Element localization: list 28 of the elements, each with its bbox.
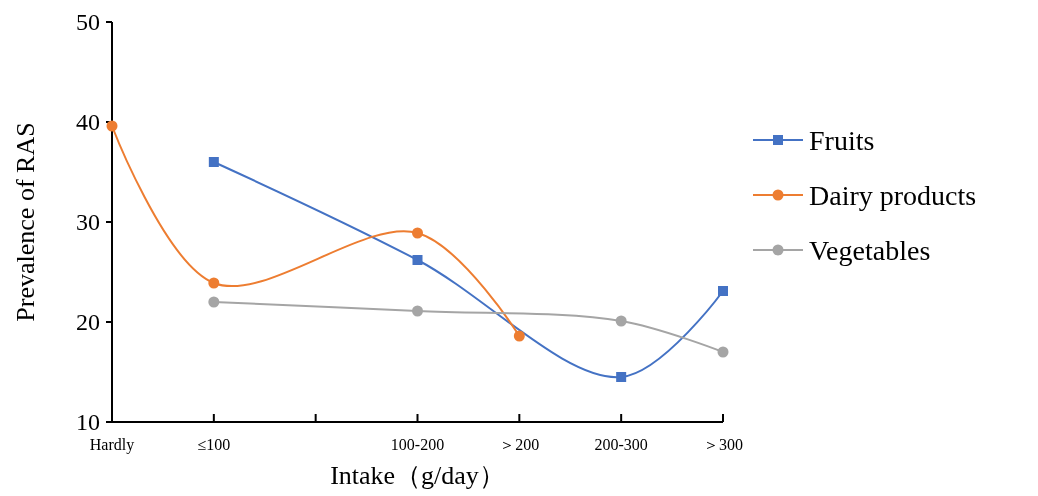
- point: [106, 120, 118, 132]
- point: [208, 296, 220, 308]
- point: [615, 315, 627, 327]
- x-tick-label: 200-300: [594, 436, 648, 453]
- legend-label: Vegetables: [809, 234, 931, 266]
- y-tick-label: 40: [76, 109, 100, 136]
- y-tick-label: 30: [76, 209, 100, 236]
- y-tick-label: 10: [76, 409, 100, 436]
- point: [616, 372, 627, 382]
- point: [412, 227, 423, 239]
- y-tick-label: 20: [76, 309, 100, 336]
- point: [718, 286, 728, 296]
- x-tick-label: ＞200: [499, 436, 540, 453]
- point: [412, 305, 423, 317]
- x-tick-label: ＞300: [703, 436, 743, 453]
- x-tick-label: 100-200: [390, 436, 445, 453]
- point: [412, 255, 423, 265]
- x-tick-label: ≤100: [197, 436, 231, 453]
- x-tick-label: Hardly: [89, 436, 135, 454]
- x-axis-title: Intake（g/day）: [330, 461, 505, 490]
- point: [208, 157, 219, 167]
- y-axis-title: Prevalence of RAS: [11, 122, 40, 322]
- point: [208, 277, 220, 289]
- point: [513, 330, 525, 342]
- legend-label: Dairy products: [809, 179, 977, 211]
- point: [717, 346, 729, 358]
- legend-label: Fruits: [809, 124, 875, 156]
- y-tick-label: 50: [76, 9, 100, 36]
